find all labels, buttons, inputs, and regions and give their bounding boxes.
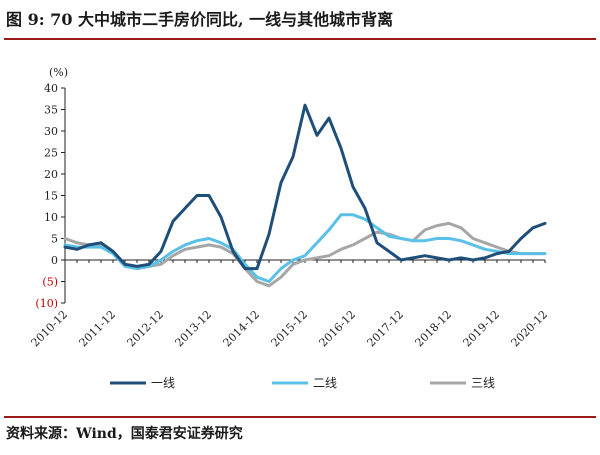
y-tick-label: 0 xyxy=(51,254,58,267)
line-chart: (%) 40 35 30 25 20 15 10 5 0 (5) (10)2010-12 2011-12… xyxy=(29,66,551,390)
y-tick-label: 15 xyxy=(44,190,58,203)
legend-label-2: 二线 xyxy=(313,376,337,390)
page-title: 图 9: 70 大中城市二手房价同比, 一线与其他城市背离 xyxy=(6,10,394,29)
y-tick-label: (5) xyxy=(42,276,58,289)
x-tick-label: 2014-12 xyxy=(221,308,263,350)
y-tick-label: 25 xyxy=(44,147,58,160)
y-tick-label: 20 xyxy=(44,168,58,181)
x-tick-label: 2015-12 xyxy=(269,308,311,350)
legend-label-3: 三线 xyxy=(471,376,495,390)
y-tick-label: (10) xyxy=(35,297,58,310)
x-tick-label: 2010-12 xyxy=(29,308,71,350)
x-tick-label: 2012-12 xyxy=(125,308,167,350)
title-divider xyxy=(4,38,596,40)
x-tick-label: 2011-12 xyxy=(77,308,119,350)
y-tick-label: 5 xyxy=(51,233,58,246)
x-tick-label: 2013-12 xyxy=(173,308,215,350)
y-tick-label: 35 xyxy=(44,104,58,117)
x-tick-label: 2016-12 xyxy=(317,308,359,350)
source-divider xyxy=(4,416,596,418)
x-tick-label: 2020-12 xyxy=(509,308,551,350)
x-tick-label: 2019-12 xyxy=(461,308,503,350)
series-lines xyxy=(63,103,547,288)
y-unit-label: (%) xyxy=(49,66,68,79)
source-note: 资料来源：Wind，国泰君安证券研究 xyxy=(6,426,243,442)
series-line-2 xyxy=(63,213,547,283)
y-tick-label: 40 xyxy=(44,82,58,95)
y-tick-label: 10 xyxy=(44,211,58,224)
y-tick-label: 30 xyxy=(44,125,58,138)
legend: 一线 二线 三线 xyxy=(110,376,495,390)
x-tick-label: 2018-12 xyxy=(413,308,455,350)
x-tick-label: 2017-12 xyxy=(365,308,407,350)
axes: (%) 40 35 30 25 20 15 10 5 0 (5) (10)2010-12 2011-12… xyxy=(29,66,551,349)
legend-label-1: 一线 xyxy=(151,376,175,390)
series-line-1 xyxy=(63,103,547,271)
